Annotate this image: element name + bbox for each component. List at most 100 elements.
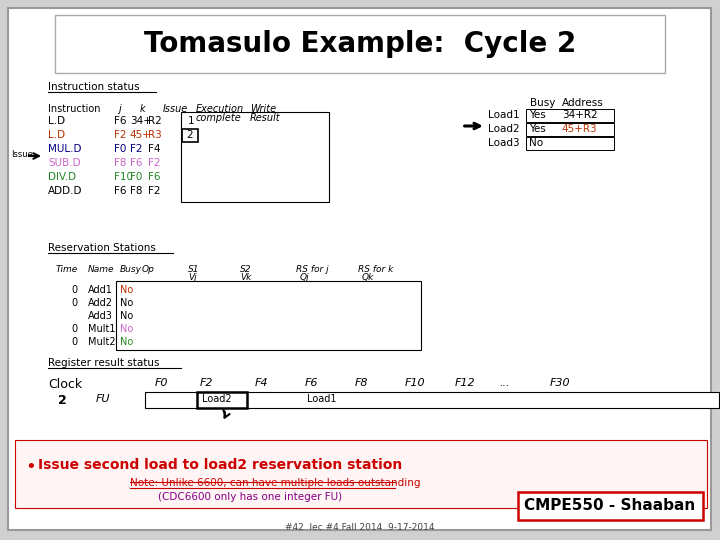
Text: Busy: Busy	[120, 265, 142, 274]
Text: Time: Time	[55, 265, 78, 274]
Text: No: No	[120, 337, 133, 347]
Text: F12: F12	[455, 378, 475, 388]
Bar	[518, 492, 703, 520]
Text: F8: F8	[130, 186, 143, 196]
Text: 0: 0	[72, 285, 78, 295]
Text: F30: F30	[549, 378, 570, 388]
Text: (CDC6600 only has one integer FU): (CDC6600 only has one integer FU)	[158, 492, 342, 502]
Text: Load3: Load3	[487, 138, 519, 148]
Bar	[526, 109, 613, 122]
Bar	[526, 123, 613, 136]
Text: F10: F10	[114, 172, 133, 182]
Bar	[15, 440, 706, 508]
Text: RS for j: RS for j	[296, 265, 328, 274]
Text: Register result status: Register result status	[48, 358, 159, 368]
Text: Yes: Yes	[528, 110, 546, 120]
Text: Op: Op	[142, 265, 155, 274]
Text: F6: F6	[114, 116, 127, 126]
Bar	[116, 281, 420, 350]
Text: 0: 0	[72, 337, 78, 347]
Text: S1: S1	[188, 265, 199, 274]
Text: ADD.D: ADD.D	[48, 186, 83, 196]
Text: F0: F0	[114, 144, 126, 154]
Text: Clock: Clock	[48, 378, 82, 391]
Text: F8: F8	[355, 378, 369, 388]
Text: No: No	[120, 298, 133, 308]
Text: No: No	[120, 324, 133, 334]
Text: j: j	[118, 104, 121, 114]
Text: Issue: Issue	[163, 104, 188, 114]
Text: Result: Result	[250, 113, 281, 123]
Text: Mult1: Mult1	[88, 324, 115, 334]
Bar	[526, 137, 613, 150]
Text: Add1: Add1	[88, 285, 113, 295]
Text: MUL.D: MUL.D	[48, 144, 81, 154]
Text: 0: 0	[72, 324, 78, 334]
Text: F6: F6	[148, 172, 161, 182]
Text: 34+: 34+	[130, 116, 152, 126]
Text: L.D: L.D	[48, 130, 65, 140]
Text: S2: S2	[240, 265, 251, 274]
Text: Tomasulo Example:  Cycle 2: Tomasulo Example: Cycle 2	[144, 30, 576, 58]
Text: ...: ...	[500, 378, 510, 388]
Text: complete: complete	[196, 113, 242, 123]
Text: Load2: Load2	[487, 124, 519, 134]
Text: R2: R2	[148, 116, 162, 126]
Text: F6: F6	[305, 378, 318, 388]
Text: •: •	[25, 458, 36, 476]
Text: F2: F2	[200, 378, 213, 388]
Text: Issue second load to load2 reservation station: Issue second load to load2 reservation s…	[38, 458, 402, 472]
Text: L.D: L.D	[48, 116, 65, 126]
Text: SUB.D: SUB.D	[48, 158, 81, 168]
Text: 2: 2	[186, 130, 192, 140]
Text: Vk: Vk	[240, 273, 251, 282]
Text: 2: 2	[58, 394, 67, 407]
Text: F4: F4	[255, 378, 269, 388]
Text: #42  lec #4 Fall 2014  9-17-2014: #42 lec #4 Fall 2014 9-17-2014	[285, 523, 435, 532]
Bar	[197, 392, 247, 408]
Text: F0: F0	[155, 378, 168, 388]
Text: CMPE550 - Shaaban: CMPE550 - Shaaban	[524, 498, 696, 514]
Text: Yes: Yes	[528, 124, 546, 134]
Text: Qk: Qk	[362, 273, 374, 282]
Text: 45+R3: 45+R3	[562, 124, 598, 134]
Text: F2: F2	[148, 158, 161, 168]
Text: Name: Name	[88, 265, 114, 274]
Text: No: No	[120, 311, 133, 321]
Text: 0: 0	[72, 298, 78, 308]
Text: Vj: Vj	[188, 273, 197, 282]
Text: F2: F2	[114, 130, 127, 140]
Text: No: No	[528, 138, 543, 148]
Bar	[182, 129, 198, 142]
Text: F6: F6	[114, 186, 127, 196]
Text: F4: F4	[148, 144, 161, 154]
Bar	[181, 112, 329, 202]
Bar	[55, 15, 665, 73]
Text: F2: F2	[148, 186, 161, 196]
Bar	[145, 392, 719, 408]
Text: FU: FU	[96, 394, 110, 404]
Text: Load1: Load1	[307, 394, 336, 404]
Text: Address: Address	[562, 98, 603, 108]
Text: k: k	[140, 104, 145, 114]
Text: F2: F2	[130, 144, 143, 154]
Text: F6: F6	[130, 158, 143, 168]
Text: 34+R2: 34+R2	[562, 110, 598, 120]
Text: Busy: Busy	[530, 98, 555, 108]
Text: F8: F8	[114, 158, 127, 168]
Text: Reservation Stations: Reservation Stations	[48, 243, 156, 253]
Text: Load1: Load1	[487, 110, 519, 120]
Text: R3: R3	[148, 130, 162, 140]
Text: 1: 1	[188, 116, 194, 126]
Text: Mult2: Mult2	[88, 337, 116, 347]
Text: DIV.D: DIV.D	[48, 172, 76, 182]
Text: No: No	[120, 285, 133, 295]
Text: Instruction: Instruction	[48, 104, 101, 114]
Text: Note: Unlike 6600, can have multiple loads outstanding: Note: Unlike 6600, can have multiple loa…	[130, 478, 420, 488]
Text: Instruction status: Instruction status	[48, 82, 140, 92]
Text: Issue: Issue	[11, 150, 33, 159]
Text: F10: F10	[405, 378, 426, 388]
Text: Add3: Add3	[88, 311, 113, 321]
Text: 45+: 45+	[130, 130, 152, 140]
Text: RS for k: RS for k	[358, 265, 393, 274]
